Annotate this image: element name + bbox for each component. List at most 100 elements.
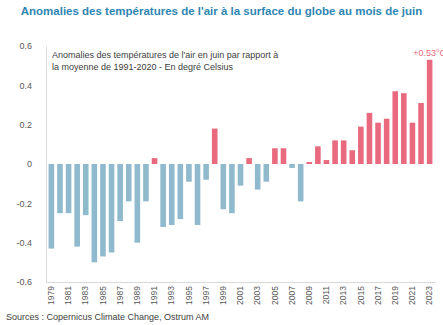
y-axis-line: [46, 47, 47, 283]
y-tick-label: 0: [27, 159, 32, 169]
x-tick: 1981: [63, 282, 73, 305]
bar: [117, 164, 123, 221]
bar: [341, 140, 347, 164]
x-tick-label: 2019: [390, 286, 400, 305]
x-tick: 1987: [115, 282, 125, 305]
bar: [186, 164, 192, 182]
bar: [358, 127, 364, 164]
bar: [178, 164, 184, 219]
x-tick: 2005: [270, 282, 280, 305]
y-tick: -0.2: [16, 199, 46, 209]
bar: [332, 140, 338, 164]
y-tick: 0.6: [19, 41, 46, 51]
bar: [272, 148, 278, 164]
bar: [126, 164, 132, 201]
x-tick: 2007: [287, 282, 297, 305]
bar: [152, 158, 158, 164]
bar: [349, 150, 355, 164]
y-tick: -0.4: [16, 238, 46, 248]
x-tick-label: 1997: [201, 286, 211, 305]
x-tick-label: 1993: [166, 286, 176, 305]
x-tick: 2001: [235, 282, 245, 305]
bar: [255, 164, 261, 190]
x-tick-label: 1979: [46, 286, 56, 305]
bar: [392, 91, 398, 164]
x-tick-label: 2005: [270, 286, 280, 305]
subtitle: Anomalies des températures de l'air en j…: [52, 50, 278, 60]
x-tick: 1991: [149, 282, 159, 305]
x-tick-label: 1981: [63, 286, 73, 305]
bar: [143, 164, 149, 201]
x-tick: 1983: [80, 282, 90, 305]
bar: [229, 164, 235, 213]
plot: -0.6-0.4-0.200.20.40.6197919811983198519…: [16, 41, 443, 305]
bar: [263, 164, 269, 182]
x-axis: 1979 1981 1983 1985 1987 1989 1991 1993 1995 1997…: [46, 282, 435, 305]
x-tick: 1999: [218, 282, 228, 305]
bar: [92, 164, 98, 262]
bar: [238, 164, 244, 186]
bar: [100, 164, 106, 256]
bar: [410, 123, 416, 164]
bar: [135, 164, 141, 243]
x-tick-label: 2013: [338, 286, 348, 305]
bar: [315, 146, 321, 164]
bar: [367, 113, 373, 164]
y-tick-label: 0.6: [19, 41, 32, 51]
y-tick-label: -0.2: [16, 199, 32, 209]
annotation: +0.53°C: [413, 48, 443, 58]
bar: [246, 158, 252, 164]
bar: [418, 103, 424, 164]
bar: [289, 164, 295, 168]
x-tick: 2017: [373, 282, 383, 305]
bar: [66, 164, 72, 213]
x-tick-label: 2001: [235, 286, 245, 305]
y-tick-label: -0.4: [16, 238, 32, 248]
x-tick-label: 1995: [184, 286, 194, 305]
source: Sources : Copernicus Climate Change, Ost…: [6, 312, 209, 322]
x-tick: 1985: [98, 282, 108, 305]
bar: [195, 164, 201, 225]
x-tick-label: 2023: [424, 286, 434, 305]
x-tick-label: 1991: [149, 286, 159, 305]
bar: [203, 164, 209, 180]
bar: [83, 164, 89, 215]
x-tick: 2023: [424, 282, 434, 305]
y-tick-label: -0.6: [16, 277, 32, 287]
bar: [109, 164, 115, 253]
bar: [212, 129, 218, 164]
chart: Anomalies des températures de l'air à la…: [0, 0, 443, 325]
bar: [324, 160, 330, 164]
x-tick: 2013: [338, 282, 348, 305]
bar: [384, 119, 390, 164]
x-tick-label: 2003: [252, 286, 262, 305]
x-tick-label: 1989: [132, 286, 142, 305]
x-tick-label: 1987: [115, 286, 125, 305]
x-tick: 2009: [304, 282, 314, 305]
bar: [281, 148, 287, 164]
x-tick: 2011: [321, 282, 331, 304]
x-tick: 1995: [184, 282, 194, 305]
y-axis: -0.6-0.4-0.200.20.40.6: [16, 41, 46, 287]
x-tick: 1993: [166, 282, 176, 305]
x-tick-label: 2017: [373, 286, 383, 305]
bar: [74, 164, 80, 247]
x-tick-label: 2011: [321, 286, 331, 305]
bar: [306, 162, 312, 164]
bar: [169, 164, 175, 225]
x-tick-label: 2009: [304, 286, 314, 305]
bar: [160, 164, 166, 227]
x-tick: 2021: [407, 282, 417, 305]
y-tick: -0.6: [16, 277, 46, 287]
bar: [221, 164, 227, 209]
x-tick: 1997: [201, 282, 211, 305]
x-tick: 1989: [132, 282, 142, 305]
subtitle: la moyenne de 1991-2020 - En degré Celsi…: [52, 62, 234, 72]
bar: [298, 164, 304, 201]
x-tick-label: 2021: [407, 286, 417, 305]
bar: [375, 123, 381, 164]
y-tick: 0: [27, 159, 46, 169]
x-tick-label: 2015: [356, 286, 366, 305]
x-tick: 2015: [356, 282, 366, 305]
y-tick: 0.4: [19, 81, 46, 91]
